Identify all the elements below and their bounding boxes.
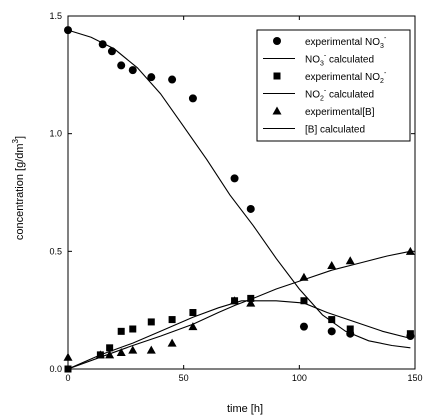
no2-experimental-point [247,294,255,302]
legend-label: experimental NO3- [305,35,387,50]
no2-calculated-line [67,300,411,370]
legend-label-text: NO [305,55,320,66]
x-axis-label: time [h] [227,403,263,415]
b-experimental-point [188,322,198,331]
no3-experimental-point [147,73,156,82]
legend-label-sub: 2 [380,78,384,85]
x-tick-label: 0 [65,373,70,383]
y-tick-label: 1.5 [49,11,62,21]
legend-label: experimental NO2- [305,70,387,85]
b-experimental-point [146,345,156,354]
b-experimental-point [230,296,240,305]
x-tick-label: 100 [292,373,307,383]
legend-label-tail: calculated [326,90,374,101]
legend-label-sub: 3 [380,43,384,50]
legend-marker-square [273,72,281,80]
legend-label-sup: - [324,88,327,95]
legend-label: experimental[B] [305,107,375,118]
y-axis-label-sup: 3 [11,138,20,143]
legend-label-text: [B] calculated [305,125,365,136]
y-axis-label: concentration [g/dm3] [11,136,26,240]
legend-label-sup: - [324,53,327,60]
legend-label: NO3- calculated [305,53,374,68]
b-experimental-point [128,345,138,354]
plot-border [67,15,416,370]
no3-experimental-point [168,75,177,84]
b-experimental-point [95,350,105,359]
x-tick-label: 150 [407,373,422,383]
b-experimental-point [246,298,256,307]
no3-experimental-point [98,40,107,49]
legend-label-tail: calculated [326,55,374,66]
legend-label-text: NO [305,90,320,101]
no2-experimental-point [117,327,125,335]
no3-experimental-point [327,327,336,336]
b-experimental-point [116,348,126,357]
legend-marker-triangle [272,106,282,115]
b-experimental-point [105,350,115,359]
legend-label-sub: 2 [320,96,324,103]
no3-experimental-point [188,94,197,103]
no2-experimental-point [147,318,155,326]
no2-experimental-point [346,325,354,333]
y-tick-label: 1.0 [49,129,62,139]
b-experimental-point [345,256,355,265]
legend-label-text: experimental NO [305,72,380,83]
no3-experimental-point [128,66,137,75]
y-axis-label-main: concentration [g/dm [14,143,26,240]
no2-experimental-point [129,325,137,333]
b-experimental-point [299,272,309,281]
b-calculated-line [67,250,411,370]
y-tick-label: 0.5 [49,246,62,256]
no3-experimental-point [230,174,239,183]
b-experimental-point [405,246,415,255]
no3-experimental-point [299,322,308,331]
no3-experimental-point [64,26,72,35]
legend-label-text: experimental[B] [305,107,375,118]
legend-box [256,29,411,142]
experimental-markers [63,26,415,373]
no2-experimental-point [189,309,197,317]
legend-label-text: experimental NO [305,37,380,48]
no2-experimental-point [64,365,72,373]
no2-experimental-point [328,316,336,324]
no2-experimental-point [106,344,114,352]
legend-label-sup: - [384,70,387,77]
legend-label-sub: 3 [320,61,324,68]
no3-calculated-line [67,29,411,349]
no3-experimental-point [107,47,116,56]
legend-marker-circle [273,37,281,45]
x-tick-label: 50 [179,373,189,383]
b-experimental-point [63,352,73,361]
legend-label: [B] calculated [305,125,365,136]
no3-experimental-point [117,61,126,70]
b-experimental-point [167,338,177,347]
no2-experimental-point [168,316,176,324]
legend-label: NO2- calculated [305,88,374,103]
y-axis-label-close: ] [14,136,26,139]
no2-experimental-point [300,297,308,305]
calculated-lines [67,29,411,370]
legend: experimental NO3-NO3- calculatedexperime… [256,29,411,142]
b-experimental-point [327,260,337,269]
plot-frame [67,15,416,370]
y-tick-label: 0.0 [49,364,62,374]
no2-experimental-point [406,330,414,338]
legend-label-sup: - [384,35,387,42]
no3-experimental-point [246,204,255,213]
